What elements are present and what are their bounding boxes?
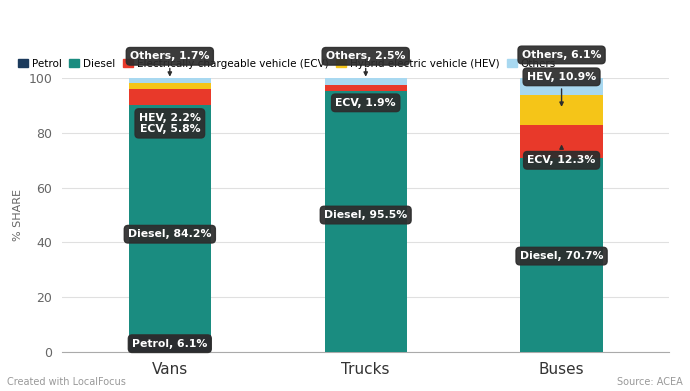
Bar: [324, 85, 407, 90]
Text: Created with LocalFocus: Created with LocalFocus: [7, 377, 126, 387]
Text: Others, 2.5%: Others, 2.5%: [326, 51, 406, 75]
Text: HEV, 2.2%
ECV, 5.8%: HEV, 2.2% ECV, 5.8%: [139, 113, 201, 134]
Bar: [324, 78, 407, 85]
Text: Petrol, 6.1%: Petrol, 6.1%: [132, 339, 208, 349]
Bar: [129, 89, 211, 105]
Text: Diesel, 70.7%: Diesel, 70.7%: [520, 251, 603, 261]
Bar: [520, 95, 602, 125]
Text: ECV, 12.3%: ECV, 12.3%: [527, 146, 595, 165]
Text: HEV, 10.9%: HEV, 10.9%: [527, 72, 596, 105]
Text: ECV, 1.9%: ECV, 1.9%: [335, 98, 396, 108]
Legend: Petrol, Diesel, Electrically chargeable vehicle (ECV), Hybrid electric vehicle (: Petrol, Diesel, Electrically chargeable …: [14, 54, 560, 73]
Bar: [129, 78, 211, 83]
Text: Others, 6.1%: Others, 6.1%: [522, 50, 601, 60]
Text: Source: ACEA: Source: ACEA: [618, 377, 683, 387]
Text: Diesel, 95.5%: Diesel, 95.5%: [324, 210, 407, 220]
Y-axis label: % SHARE: % SHARE: [13, 189, 23, 241]
Bar: [520, 125, 602, 158]
Text: Diesel, 84.2%: Diesel, 84.2%: [128, 229, 212, 239]
Bar: [520, 78, 602, 95]
Bar: [520, 158, 602, 352]
Bar: [129, 335, 211, 352]
Bar: [324, 90, 407, 352]
Bar: [129, 83, 211, 89]
Text: Others, 1.7%: Others, 1.7%: [130, 51, 210, 75]
Bar: [129, 105, 211, 335]
